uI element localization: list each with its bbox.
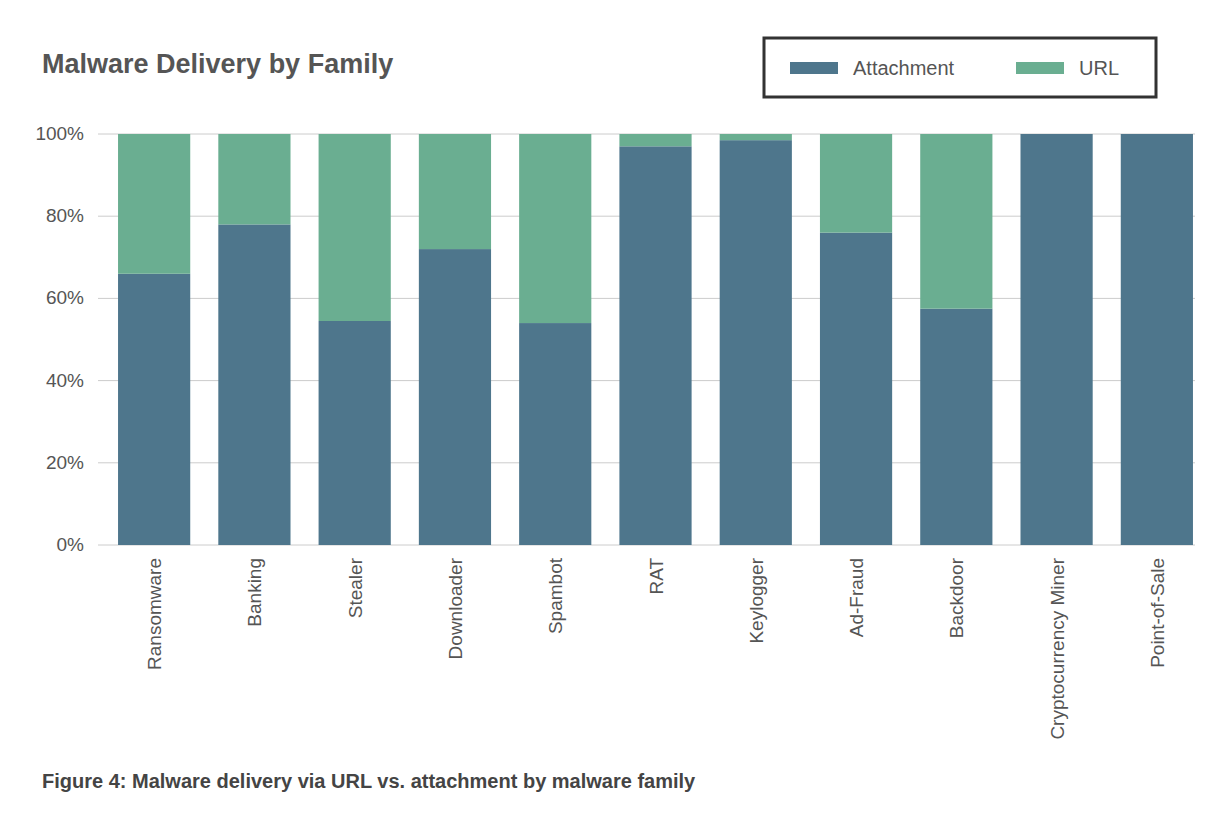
- legend-label: Attachment: [853, 57, 955, 79]
- x-tick-label: Point-of-Sale: [1147, 558, 1168, 668]
- bar-segment: [619, 146, 691, 545]
- y-tick-label: 0%: [57, 534, 85, 555]
- legend-frame: [764, 38, 1156, 97]
- x-tick-label: Ransomware: [144, 558, 165, 670]
- legend-label: URL: [1079, 57, 1119, 79]
- bars: [118, 134, 1193, 545]
- legend-swatch: [1016, 62, 1064, 74]
- bar-segment: [1121, 134, 1193, 545]
- y-tick-label: 80%: [46, 205, 84, 226]
- x-tick-label: Spambot: [545, 557, 566, 634]
- bar-segment: [419, 249, 491, 545]
- legend: Attachment URL: [764, 38, 1156, 97]
- bar-segment: [519, 134, 591, 323]
- bar-segment: [920, 134, 992, 309]
- chart: Malware Delivery by Family 0% 20% 40% 60% 80%…: [0, 0, 1230, 835]
- bar-segment: [118, 134, 190, 274]
- y-tick-label: 40%: [46, 370, 84, 391]
- bar-segment: [419, 134, 491, 249]
- caption: Figure 4: Malware delivery via URL vs. a…: [42, 770, 696, 792]
- bar-segment: [820, 233, 892, 545]
- bar-segment: [619, 134, 691, 146]
- y-tick-label: 20%: [46, 452, 84, 473]
- bar-segment: [118, 274, 190, 545]
- x-tick-label: Keylogger: [746, 557, 767, 643]
- bar-segment: [1020, 134, 1092, 135]
- grid: [98, 134, 1195, 545]
- y-tick-label: 100%: [35, 123, 84, 144]
- title: Malware Delivery by Family: [42, 49, 393, 79]
- x-tick-label: Backdoor: [946, 557, 967, 638]
- bar-segment: [319, 134, 391, 321]
- x-tick-label: RAT: [646, 558, 667, 595]
- bar-segment: [720, 134, 792, 140]
- bar-segment: [1121, 134, 1193, 135]
- x-tick-label: Downloader: [445, 557, 466, 659]
- bar-segment: [820, 134, 892, 233]
- bar-segment: [319, 321, 391, 545]
- bar-segment: [1020, 134, 1092, 545]
- x-tick-label: Ad-Fraud: [846, 558, 867, 637]
- legend-swatch: [790, 62, 838, 74]
- x-tick-label: Stealer: [345, 557, 366, 618]
- bar-segment: [920, 309, 992, 545]
- bar-segment: [218, 134, 290, 224]
- x-tick-label: Cryptocurrency Miner: [1047, 557, 1068, 739]
- bar-segment: [218, 224, 290, 545]
- bar-segment: [720, 140, 792, 545]
- x-tick-label: Banking: [244, 558, 265, 627]
- bar-segment: [519, 323, 591, 545]
- y-tick-label: 60%: [46, 287, 84, 308]
